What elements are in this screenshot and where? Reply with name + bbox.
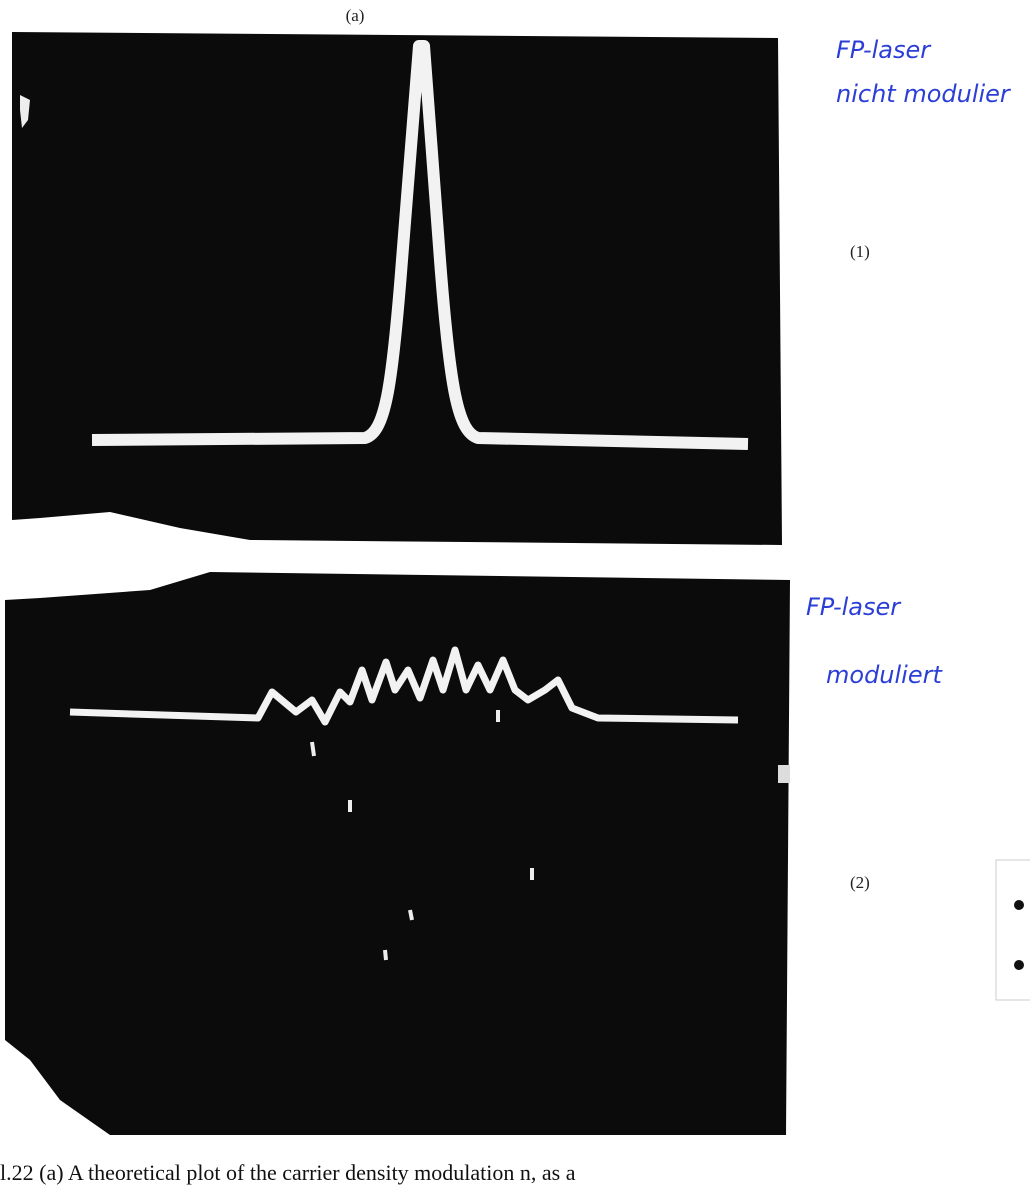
panel-label: (2) xyxy=(850,873,870,892)
overlay-box xyxy=(996,860,1030,1000)
figure-label: (a) xyxy=(346,6,365,25)
handwritten-note: FP-laser xyxy=(836,36,932,64)
scan: (a) (1) (2) FP-laser nicht modulier FP-l… xyxy=(0,0,1030,1188)
bullet xyxy=(1014,960,1024,970)
handwritten-note: moduliert xyxy=(826,661,943,689)
scope-screen xyxy=(5,572,790,1135)
handwritten-note: nicht modulier xyxy=(836,80,1012,108)
panel-label: (1) xyxy=(850,242,870,261)
scan-artifact xyxy=(778,765,790,783)
handwritten-note: FP-laser xyxy=(806,593,902,621)
bullet xyxy=(1014,900,1024,910)
page: (a) (1) (2) FP-laser nicht modulier FP-l… xyxy=(0,0,1030,1188)
caption: l.22 (a) A theoretical plot of the carri… xyxy=(0,1160,576,1185)
